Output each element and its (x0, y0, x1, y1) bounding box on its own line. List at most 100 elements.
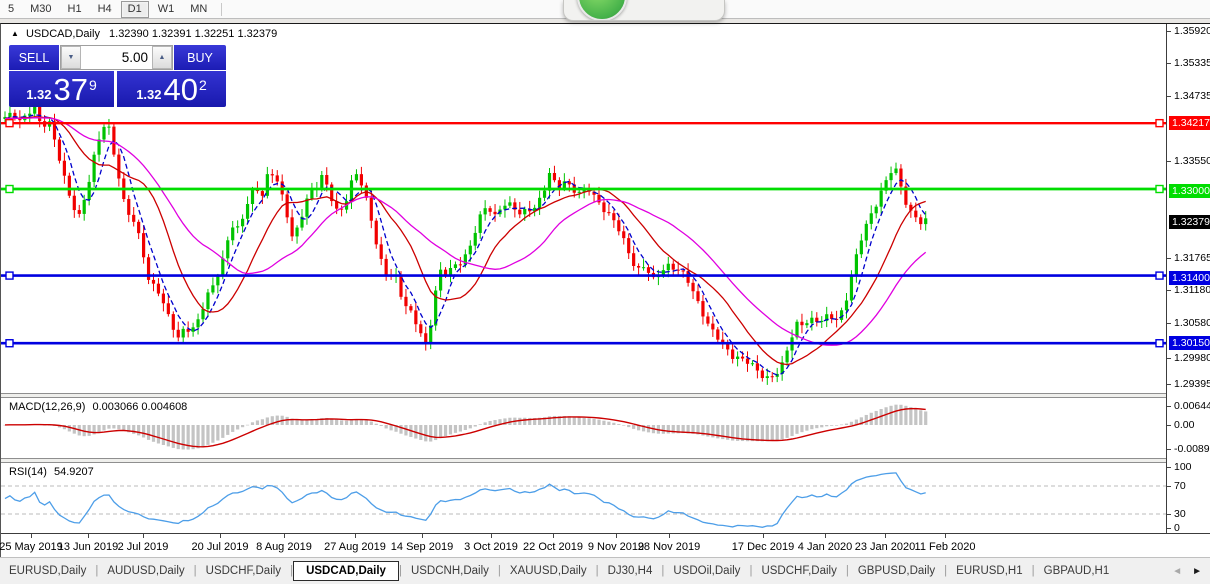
macd-histogram-bar (731, 425, 735, 441)
candle-body (641, 267, 646, 269)
macd-histogram-bar (340, 420, 344, 425)
candle-body (849, 274, 854, 301)
candle-body (28, 113, 32, 116)
tab-separator: | (290, 565, 294, 577)
macd-histogram-bar (854, 419, 858, 425)
macd-histogram-bar (770, 425, 774, 441)
candle-body (3, 116, 7, 119)
macd-histogram-bar (359, 419, 363, 425)
macd-histogram-bar (627, 425, 631, 428)
tab-scroll-left-icon[interactable]: ◄ (1172, 565, 1183, 577)
macd-histogram-bar (221, 425, 225, 438)
candle-body (533, 207, 537, 212)
macd-histogram-bar (493, 420, 497, 425)
macd-histogram-bar (364, 420, 368, 425)
collapse-triangle-icon[interactable]: ▲ (11, 29, 19, 38)
macd-histogram-bar (330, 418, 334, 425)
tab-usdoil-daily[interactable]: USDOil,Daily (673, 565, 741, 577)
tab-separator: | (1031, 565, 1035, 577)
timeframe-button-m30[interactable]: M30 (30, 2, 52, 15)
macd-histogram-bar (310, 419, 314, 425)
macd-histogram-bar (899, 404, 903, 425)
tab-scroll-right-icon[interactable]: ► (1192, 565, 1202, 577)
volume-increase-icon[interactable]: ▲ (152, 46, 172, 69)
sell-button[interactable]: SELL (9, 45, 59, 70)
candle-body (731, 349, 735, 359)
sell-price-tile[interactable]: 1.32 37 9 (9, 71, 114, 107)
macd-histogram-bar (320, 418, 324, 425)
timeframe-button-mn[interactable]: MN (190, 2, 208, 15)
timeframe-button-w1[interactable]: W1 (157, 2, 175, 15)
tab-usdchf-daily[interactable]: USDCHF,Daily (761, 565, 837, 577)
candle-body (216, 276, 220, 286)
candle-body (750, 363, 755, 365)
candle-body (320, 174, 324, 189)
candle-body (38, 106, 42, 122)
macd-histogram-bar (518, 417, 522, 425)
tab-audusd-daily[interactable]: AUDUSD,Daily (107, 565, 185, 577)
axis-tick-mark (1167, 425, 1171, 426)
macd-histogram-bar (924, 411, 928, 425)
level-line-handle (1155, 184, 1164, 194)
timeframe-button-5[interactable]: 5 (8, 2, 15, 15)
macd-histogram-bar (785, 425, 789, 438)
macd-histogram-bar (211, 425, 215, 443)
candle-body (740, 356, 745, 359)
main-chart-canvas[interactable] (1, 25, 1167, 394)
date-label: 8 Aug 2019 (256, 541, 312, 553)
tab-eurusd-h1[interactable]: EURUSD,H1 (956, 565, 1023, 577)
date-label: 23 Jan 2020 (854, 541, 916, 553)
tab-usdcad-daily[interactable]: USDCAD,Daily (293, 561, 399, 581)
macd-histogram-bar (726, 425, 730, 440)
volume-decrease-icon[interactable]: ▼ (61, 46, 81, 69)
timeframe-button-h4[interactable]: H4 (97, 2, 112, 15)
rsi-pane-canvas[interactable] (1, 463, 1167, 533)
timeframe-button-h1[interactable]: H1 (67, 2, 82, 15)
tab-usdchf-daily[interactable]: USDCHF,Daily (205, 565, 282, 577)
pane-separator-rsi[interactable] (1, 458, 1210, 463)
tab-gbpaud-h1[interactable]: GBPAUD,H1 (1043, 565, 1110, 577)
macd-histogram-bar (344, 420, 349, 425)
macd-histogram-bar (399, 425, 403, 434)
timeframe-button-d1[interactable]: D1 (120, 0, 149, 18)
price-tick-label: 1.30580 (1174, 317, 1210, 329)
candle-body (919, 217, 923, 225)
record-indicator-icon[interactable] (577, 0, 627, 20)
candle-body (409, 306, 413, 311)
axis-tick-mark (1167, 449, 1171, 450)
tab-xauusd-daily[interactable]: XAUUSD,Daily (509, 565, 587, 577)
candle-body (151, 279, 156, 284)
macd-histogram-bar (483, 422, 487, 425)
tab-dj30-h4[interactable]: DJ30,H4 (607, 565, 653, 577)
candle-body (305, 198, 309, 217)
candle-body (8, 112, 12, 117)
tab-gbpusd-daily[interactable]: GBPUSD,Daily (857, 565, 936, 577)
tab-usdcnh-daily[interactable]: USDCNH,Daily (410, 565, 489, 577)
macd-pane-canvas[interactable] (1, 398, 1167, 458)
tab-separator: | (398, 565, 402, 577)
candle-body (186, 328, 190, 332)
buy-price-tile[interactable]: 1.32 40 2 (117, 71, 226, 107)
candle-body (335, 201, 339, 209)
candle-body (404, 296, 408, 307)
date-label: 17 Dec 2019 (731, 541, 795, 553)
pane-separator-macd[interactable] (1, 393, 1210, 398)
date-label: 22 Oct 2019 (523, 541, 583, 553)
candle-body (627, 238, 631, 254)
candle-body (62, 160, 66, 176)
candle-body (97, 139, 101, 155)
macd-histogram-bar (810, 425, 814, 430)
macd-histogram-bar (275, 415, 279, 425)
macd-histogram-bar (241, 425, 245, 428)
price-axis[interactable]: 1.35920 1.35335 1.34735 1.33550 1.31765 1.311… (1166, 24, 1210, 534)
macd-histogram-bar (295, 419, 299, 425)
macd-histogram-bar (201, 425, 205, 447)
tab-separator: | (845, 565, 849, 577)
rsi-line (4, 472, 926, 528)
tab-eurusd-daily[interactable]: EURUSD,Daily (9, 565, 87, 577)
macd-histogram-bar (612, 422, 616, 425)
volume-input[interactable]: 5.00 (81, 46, 152, 69)
date-axis[interactable]: 25 May 2019 13 Jun 2019 2 Jul 2019 20 Jul 2… (0, 533, 1210, 558)
candle-body (206, 292, 210, 310)
buy-button[interactable]: BUY (174, 45, 226, 70)
